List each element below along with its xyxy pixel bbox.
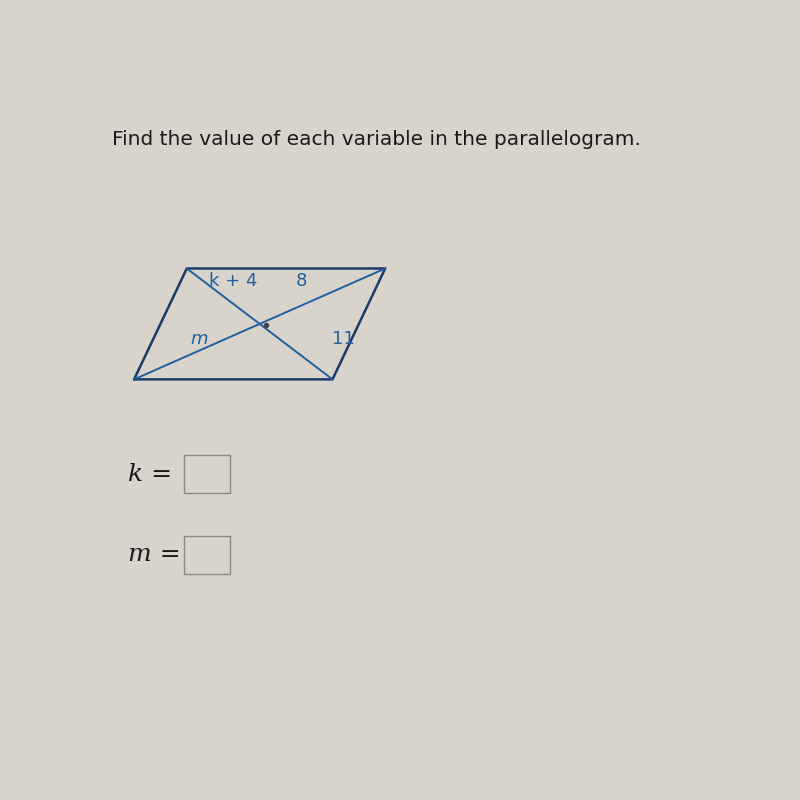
Text: Find the value of each variable in the parallelogram.: Find the value of each variable in the p… xyxy=(112,130,642,149)
Text: k + 4: k + 4 xyxy=(209,272,258,290)
Text: 8: 8 xyxy=(295,272,306,290)
Text: k =: k = xyxy=(128,463,172,486)
Text: m =: m = xyxy=(128,543,181,566)
FancyBboxPatch shape xyxy=(184,536,230,574)
Text: m: m xyxy=(190,330,207,348)
FancyBboxPatch shape xyxy=(184,455,230,494)
Text: 11: 11 xyxy=(333,330,355,348)
